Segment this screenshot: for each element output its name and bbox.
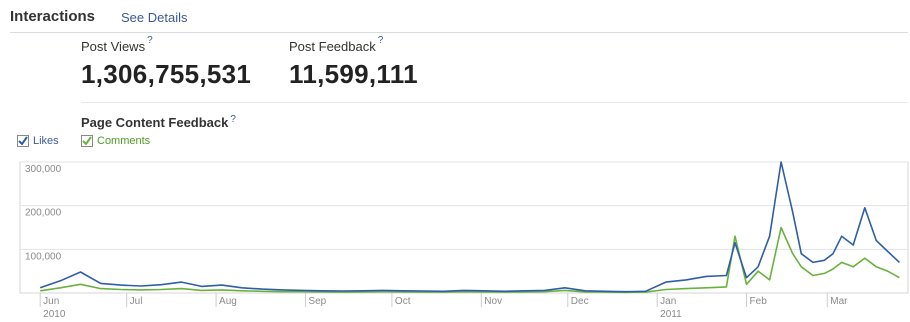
x-year-label: 2011 [660,309,682,320]
x-tick-label: Oct [395,296,411,307]
plot-area [20,162,908,293]
x-tick-label: Jun [43,296,59,307]
x-tick-label: Dec [571,296,589,307]
x-tick-label: Jan [660,296,676,307]
x-tick-label: Feb [750,296,768,307]
x-tick-label: Mar [830,296,848,307]
x-tick-label: Jul [130,296,143,307]
x-tick-label: Sep [308,296,326,307]
series-line-comments [40,228,899,293]
y-tick-label: 300,000 [25,164,62,175]
x-year-label: 2010 [43,309,66,320]
x-tick-label: Nov [484,296,502,307]
y-tick-label: 100,000 [25,251,62,262]
y-tick-label: 200,000 [25,208,62,219]
x-tick-label: Aug [219,296,237,307]
